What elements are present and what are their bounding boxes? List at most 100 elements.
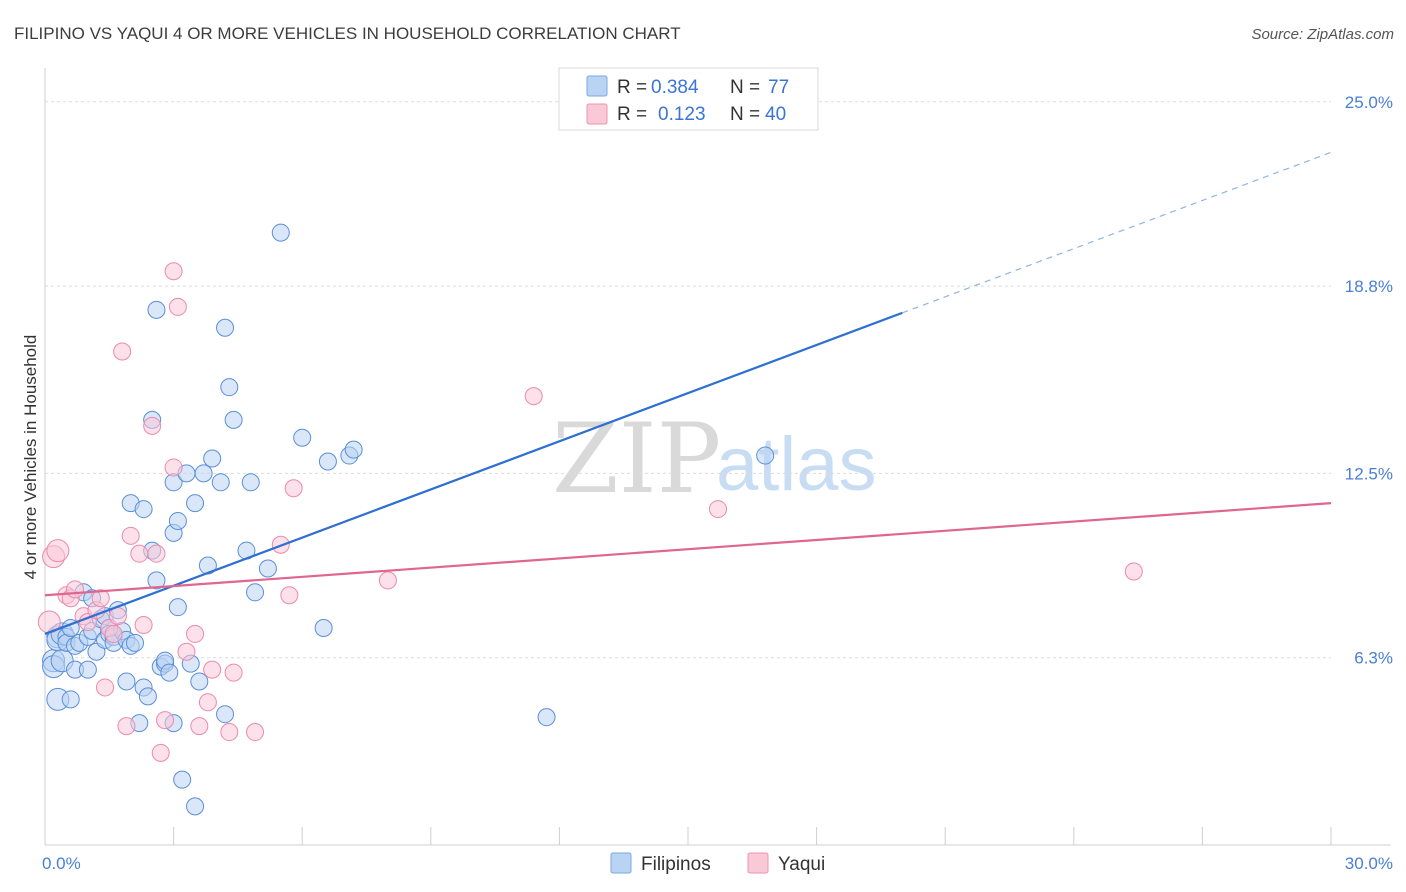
trend-lines [44,151,1332,635]
point-filipinos [134,500,153,519]
point-filipinos [216,318,235,337]
point-filipinos [173,770,192,789]
point-yaqui [224,663,243,682]
watermark-atlas: atlas [716,422,877,507]
point-yaqui [186,624,205,643]
point-yaqui [190,717,209,736]
point-filipinos [271,223,290,242]
point-yaqui [96,678,115,697]
point-yaqui [246,723,265,742]
point-yaqui [143,416,162,435]
point-filipinos [314,618,333,637]
point-yaqui [164,458,183,477]
point-filipinos [258,559,277,578]
axes [44,68,1391,846]
point-filipinos [537,708,556,727]
y-tick-label: 25.0% [1345,93,1393,112]
x-tick-labels: 0.0% 30.0% [42,854,1393,873]
point-filipinos [147,571,166,590]
point-yaqui [117,717,136,736]
bottom-legend-label-yaqui: Yaqui [778,854,825,875]
point-filipinos [293,428,312,447]
trendline-yaqui [44,502,1332,597]
point-filipinos [126,633,145,652]
point-filipinos [138,687,157,706]
point-yaqui [108,607,127,626]
point-yaqui [709,500,728,519]
point-yaqui [46,539,70,563]
point-yaqui [198,693,217,712]
legend-n-label-yaqui: N = [730,104,760,125]
legend-n-value-yaqui: 40 [765,104,786,125]
point-filipinos [194,464,213,483]
point-yaqui [121,526,140,545]
point-yaqui [168,297,187,316]
y-tick-label: 6.3% [1354,649,1393,668]
point-yaqui [91,589,110,608]
point-yaqui [104,624,123,643]
legend-swatch-yaqui [586,103,608,125]
point-yaqui [378,571,397,590]
y-tick-label: 12.5% [1345,464,1393,483]
data-points [37,223,1143,816]
point-filipinos [78,660,97,679]
point-filipinos [756,446,775,465]
point-filipinos [318,452,337,471]
legend-box: R = 0.384 N = 77 R = 0.123 N = 40 [558,67,819,131]
bottom-legend: Filipinos Yaqui [610,852,825,875]
point-yaqui [220,723,239,742]
point-filipinos [241,473,260,492]
point-yaqui [156,711,175,730]
point-filipinos [186,797,205,816]
point-yaqui [524,387,543,406]
point-yaqui [66,580,85,599]
point-yaqui [113,342,132,361]
trendline-filipinos [44,311,903,635]
x-tick-label: 30.0% [1345,854,1393,873]
point-filipinos [224,410,243,429]
legend-n-label-filipinos: N = [730,77,760,98]
point-yaqui [1124,562,1143,581]
point-filipinos [190,672,209,691]
point-yaqui [134,616,153,635]
watermark-zip: ZIP [552,403,721,515]
bottom-legend-label-filipinos: Filipinos [641,854,711,875]
point-filipinos [344,440,363,459]
point-yaqui [203,660,222,679]
point-filipinos [216,705,235,724]
point-filipinos [220,378,239,397]
point-yaqui [280,586,299,605]
chart-source: Source: ZipAtlas.com [1251,26,1394,43]
x-tick-label: 0.0% [42,854,81,873]
point-filipinos [168,598,187,617]
legend-r-label-filipinos: R = [617,77,647,98]
point-filipinos [61,690,80,709]
trendline-extension-filipinos [902,151,1332,314]
point-filipinos [117,672,136,691]
bottom-legend-swatch-yaqui [747,852,769,874]
y-tick-label: 18.8% [1345,277,1393,296]
point-yaqui [284,479,303,498]
point-yaqui [151,743,170,762]
y-tick-labels: 6.3% 12.5% 18.8% 25.0% [1345,93,1393,668]
point-filipinos [186,494,205,513]
point-filipinos [211,473,230,492]
point-yaqui [177,642,196,661]
bottom-legend-swatch-filipinos [610,852,632,874]
point-filipinos [160,663,179,682]
point-filipinos [203,449,222,468]
y-axis-label: 4 or more Vehicles in Household [21,335,40,580]
legend-r-value-yaqui: 0.123 [658,104,706,125]
legend-r-value-filipinos: 0.384 [651,77,699,98]
legend-swatch-filipinos [586,75,608,97]
point-filipinos [147,300,166,319]
legend-n-value-filipinos: 77 [768,77,789,98]
point-yaqui [130,544,149,563]
chart-title: FILIPINO VS YAQUI 4 OR MORE VEHICLES IN … [14,24,681,43]
legend-r-label-yaqui: R = [617,104,647,125]
point-yaqui [147,544,166,563]
point-filipinos [168,511,187,530]
point-filipinos [246,583,265,602]
point-yaqui [164,262,183,281]
